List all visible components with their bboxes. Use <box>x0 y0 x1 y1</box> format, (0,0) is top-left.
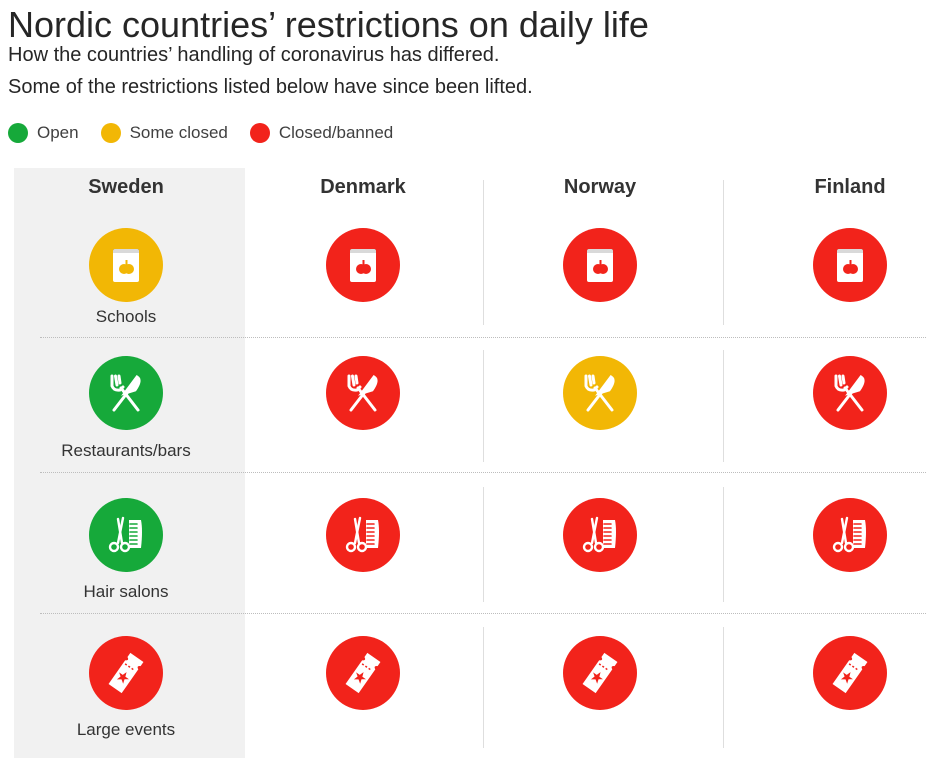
column-divider <box>723 350 724 462</box>
legend-item-some-closed: Some closed <box>100 123 228 143</box>
category-label-restaurants-bars: Restaurants/bars <box>61 441 191 460</box>
fork-knife-icon <box>563 356 637 430</box>
legend-label: Open <box>37 123 79 142</box>
page-title: Nordic countries’ restrictions on daily … <box>8 4 649 45</box>
row-divider <box>40 472 926 473</box>
legend-item-open: Open <box>8 123 79 143</box>
country-header-finland: Finland <box>814 176 886 198</box>
column-divider <box>483 180 484 325</box>
scissors-comb-icon <box>326 498 400 572</box>
fork-knife-icon <box>326 356 400 430</box>
column-divider <box>723 487 724 602</box>
scissors-comb-icon <box>89 498 163 572</box>
ticket-icon <box>89 636 163 710</box>
legend-label: Closed/banned <box>278 123 394 142</box>
country-header-norway: Norway <box>563 176 637 198</box>
book-apple-icon <box>563 228 637 302</box>
some-closed-dot-icon <box>100 123 121 143</box>
scissors-comb-icon <box>563 498 637 572</box>
subtitle-line-1: How the countries’ handling of coronavir… <box>8 44 500 66</box>
ticket-icon <box>563 636 637 710</box>
book-apple-icon <box>89 228 163 302</box>
scissors-comb-icon <box>813 498 887 572</box>
country-header-sweden: Sweden <box>88 176 164 198</box>
row-divider <box>40 337 926 338</box>
fork-knife-icon <box>89 356 163 430</box>
open-dot-icon <box>8 123 28 143</box>
category-label-schools: Schools <box>95 307 157 326</box>
country-header-denmark: Denmark <box>320 176 406 198</box>
column-divider <box>483 627 484 748</box>
book-apple-icon <box>813 228 887 302</box>
row-divider <box>40 613 926 614</box>
legend: Open Some closed Closed/banned <box>8 122 415 144</box>
column-divider <box>483 350 484 462</box>
ticket-icon <box>813 636 887 710</box>
category-label-hair-salons: Hair salons <box>83 582 169 601</box>
column-divider <box>723 627 724 748</box>
column-divider <box>483 487 484 602</box>
ticket-icon <box>326 636 400 710</box>
column-divider <box>723 180 724 325</box>
closed-dot-icon <box>249 123 270 143</box>
subtitle-line-2: Some of the restrictions listed below ha… <box>8 76 533 98</box>
category-label-large-events: Large events <box>76 720 176 739</box>
book-apple-icon <box>326 228 400 302</box>
legend-label: Some closed <box>129 123 228 142</box>
fork-knife-icon <box>813 356 887 430</box>
legend-item-closed: Closed/banned <box>249 123 394 143</box>
